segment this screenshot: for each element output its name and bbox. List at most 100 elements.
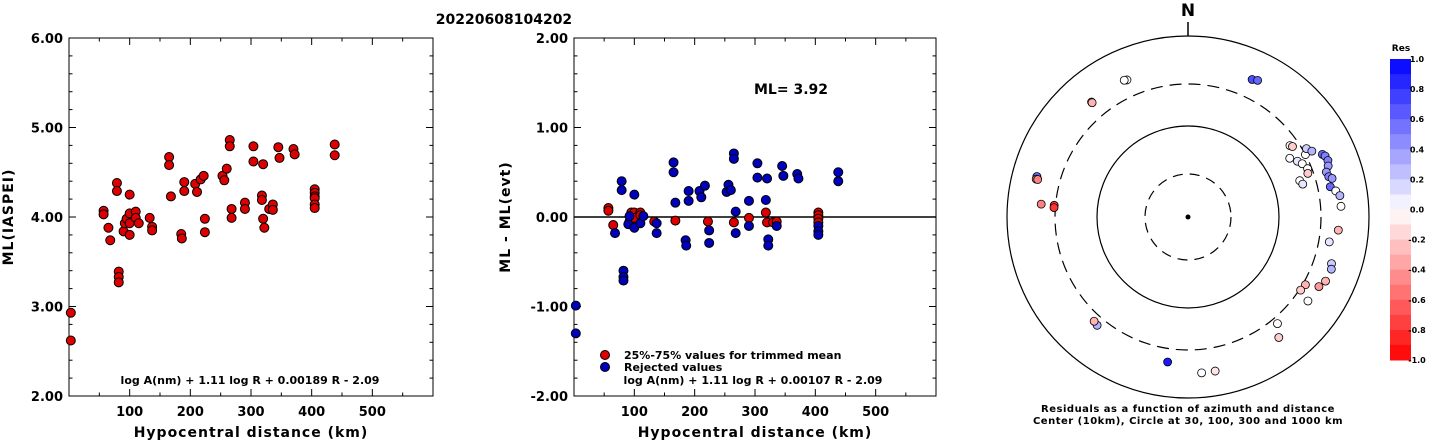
rejected-point [616, 176, 627, 187]
rejected-point [771, 220, 782, 231]
ml-iaspei-y-label: ML(IASPEI) [1, 169, 17, 266]
x-tick-label: 300 [741, 405, 768, 420]
ml-iaspei-chart: 6.00 5.00 4.00 3.00 2.00 100 200 300 400 500 log… [1, 32, 434, 441]
rejected-point [670, 197, 681, 208]
colorbar-cell [1390, 194, 1411, 210]
ml-point [105, 235, 116, 246]
legend-trimmed-label: 25%-75% values for trimmed mean [624, 349, 841, 362]
ml-iaspei-y-axis: 6.00 5.00 4.00 3.00 2.00 [31, 32, 433, 405]
ml-point [329, 150, 340, 161]
ml-iaspei-x-label: Hypocentral distance (km) [134, 425, 369, 441]
station-point [1321, 276, 1330, 286]
colorbar-cell [1390, 74, 1411, 90]
colorbar-cell [1390, 134, 1411, 150]
colorbar-cell [1390, 239, 1411, 256]
rejected-point [681, 240, 692, 251]
rejected-point [668, 157, 679, 168]
colorbar: Res 1.0 0.8 0.6 0.4 0.2 0.0 -0.2 -0.4 -0.6 -0.8 -1… [1390, 44, 1426, 365]
trimmed-point [670, 215, 681, 226]
y-tick-label: 5.00 [31, 122, 63, 137]
trimmed-point [608, 220, 619, 231]
ml-point [248, 156, 259, 167]
ml-iaspei-x-axis: 100 200 300 400 500 [98, 38, 404, 420]
legend-rejected-marker [600, 362, 610, 372]
rejected-point [570, 300, 581, 311]
rejected-point [763, 240, 774, 251]
station-point [1307, 146, 1317, 156]
rejected-point [696, 192, 707, 203]
colorbar-cell [1390, 284, 1411, 301]
station-point [1049, 203, 1059, 213]
colorbar-ticks: 1.0 0.8 0.6 0.4 0.2 0.0 -0.2 -0.4 -0.6 -0.8 -1.0 [1408, 55, 1426, 365]
ring-300km [1054, 83, 1322, 351]
station-point [1333, 225, 1343, 235]
station-point [1335, 191, 1345, 201]
ring-30km [1144, 173, 1232, 261]
station-point [1296, 285, 1306, 295]
trimmed-point [603, 205, 614, 216]
ml-point [199, 213, 210, 224]
y-tick-label: 1.00 [536, 122, 568, 137]
ring-100km [1096, 125, 1280, 309]
rejected-point [813, 229, 824, 240]
rejected-point [638, 211, 649, 222]
ml-point [179, 186, 190, 197]
rejected-point [793, 173, 804, 184]
x-tick-label: 400 [298, 405, 325, 420]
x-tick-label: 400 [802, 405, 829, 420]
ml-point [164, 160, 175, 171]
rejected-point [629, 189, 640, 200]
rejected-point [683, 186, 694, 197]
ml-point [65, 335, 76, 346]
figure-title: 20220608104202 [436, 12, 572, 28]
station-point [1119, 75, 1129, 85]
colorbar-cell [1390, 179, 1411, 195]
ml-point [274, 152, 285, 163]
rejected-point [616, 185, 627, 196]
ml-point [256, 194, 267, 205]
station-point [1033, 175, 1043, 184]
ml-point [113, 277, 124, 288]
ml-point [258, 213, 269, 224]
ml-point [199, 227, 210, 238]
rejected-point [683, 195, 694, 206]
colorbar-tick-label: -0.6 [1408, 296, 1426, 305]
colorbar-cell [1390, 209, 1411, 226]
ml-point [147, 225, 158, 236]
ml-point [239, 203, 250, 214]
rejected-point [618, 275, 629, 286]
rejected-point [730, 228, 741, 239]
ml-point [111, 186, 122, 197]
rejected-point [777, 160, 788, 171]
rejected-point [743, 195, 754, 206]
y-tick-label: 2.00 [31, 390, 63, 405]
y-tick-label: 2.00 [536, 32, 568, 47]
station-point [1326, 264, 1336, 274]
colorbar-cell [1390, 119, 1411, 135]
ml-point [259, 222, 270, 233]
residuals-formula: log A(nm) + 1.11 log R + 0.00107 R - 2.0… [624, 374, 883, 387]
ml-point [329, 139, 340, 150]
polar-chart: N Residuals as a function of azimuth and… [1006, 1, 1370, 427]
y-tick-label: 4.00 [31, 211, 63, 226]
station-point [1163, 357, 1173, 367]
x-tick-label: 100 [116, 405, 143, 420]
polar-caption-1: Residuals as a function of azimuth and d… [1041, 404, 1335, 415]
colorbar-cell [1390, 164, 1411, 180]
ml-point [165, 191, 176, 202]
colorbar-cell [1390, 104, 1411, 120]
station-point [1303, 168, 1313, 178]
ml-point [267, 204, 278, 215]
rejected-point [704, 225, 715, 236]
ml-point [226, 212, 237, 223]
colorbar-tick-label: 1.0 [1410, 55, 1425, 64]
colorbar-cell [1390, 254, 1411, 271]
ml-point [198, 170, 209, 181]
residuals-x-label: Hypocentral distance (km) [638, 425, 873, 441]
rejected-point [651, 218, 662, 229]
station-point [1087, 98, 1097, 108]
colorbar-cell [1390, 269, 1411, 286]
polar-points [1031, 75, 1346, 378]
ml-point [176, 233, 187, 244]
ml-point [273, 142, 284, 153]
